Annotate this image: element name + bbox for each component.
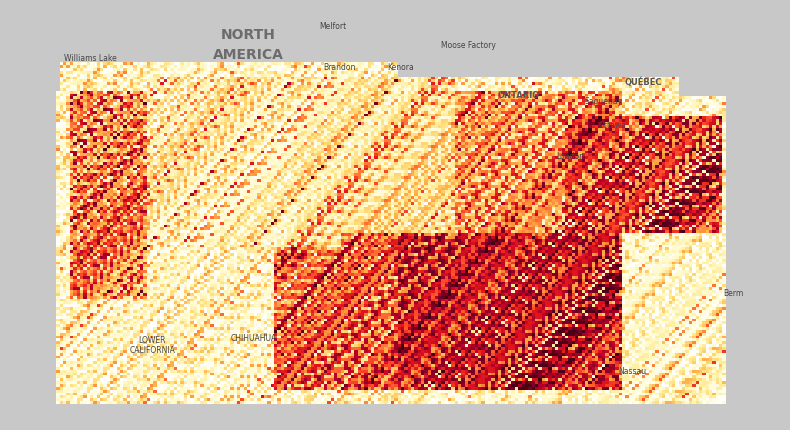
Text: Brandon: Brandon [324,63,356,72]
Text: QUÉBEC: QUÉBEC [625,77,662,87]
Text: AMERICA: AMERICA [213,48,284,61]
Text: CHIHUAHUA: CHIHUAHUA [231,334,277,343]
Text: Saguenay: Saguenay [585,97,623,106]
Text: Kenora: Kenora [387,63,414,72]
Text: Berm: Berm [724,289,743,298]
Text: Nassau: Nassau [618,367,646,376]
Text: Williams Lake: Williams Lake [64,54,117,63]
Text: NORTH: NORTH [221,28,276,42]
Text: Melfort: Melfort [319,22,347,31]
Text: LOWER
CALIFORNIA: LOWER CALIFORNIA [130,335,175,355]
Text: Ottawa: Ottawa [599,120,626,129]
Text: ONTARIO: ONTARIO [498,91,540,100]
Text: London: London [556,152,584,161]
Text: Moose Factory: Moose Factory [441,41,496,50]
